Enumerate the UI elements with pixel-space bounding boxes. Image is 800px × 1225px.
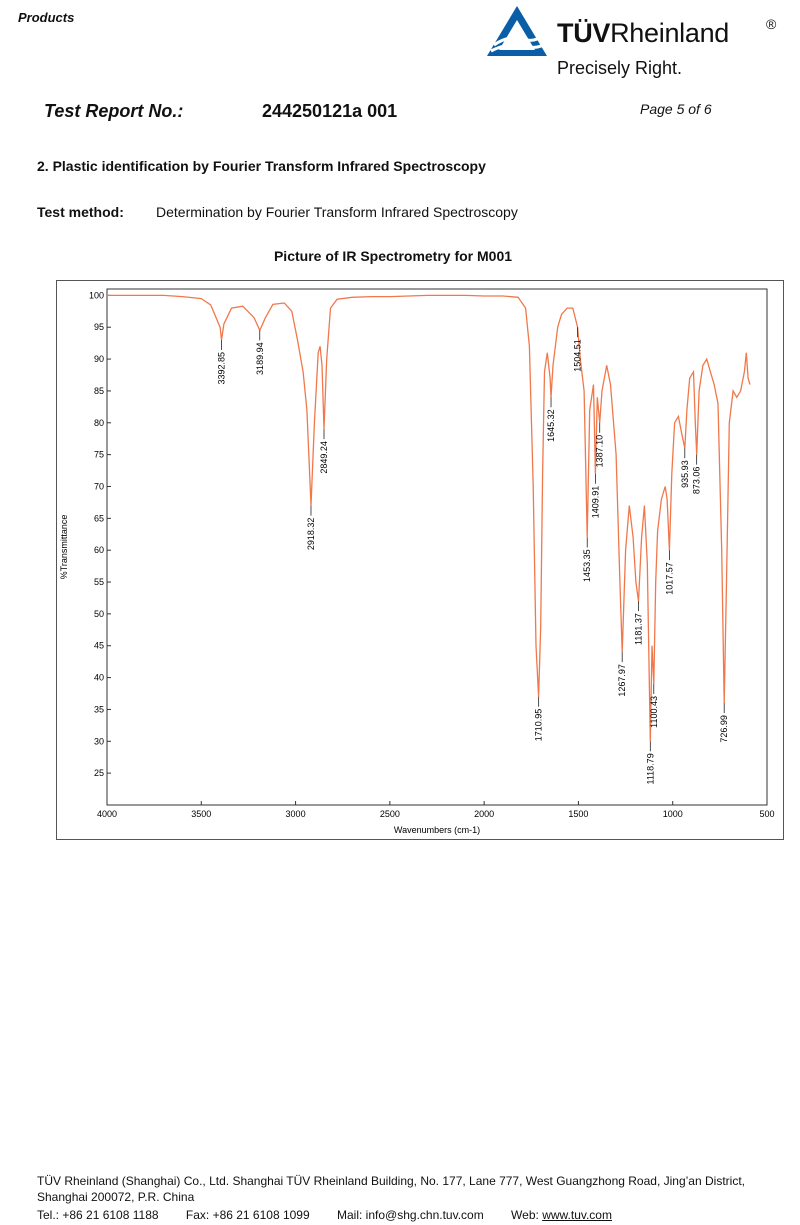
peak-label: 1267.97 xyxy=(617,664,627,697)
footer-web-label: Web: xyxy=(511,1208,539,1222)
logo-wordmark: TÜVRheinland xyxy=(557,18,729,49)
peak-label: 1017.57 xyxy=(664,562,674,595)
x-tick-label: 2500 xyxy=(380,809,400,819)
peak-label: 1118.79 xyxy=(645,753,655,784)
peak-label: 935.93 xyxy=(680,460,690,488)
peak-label: 1453.35 xyxy=(582,549,592,582)
x-tick-label: 1500 xyxy=(568,809,588,819)
logo-brand-bold: TÜV xyxy=(557,18,611,48)
y-tick-label: 75 xyxy=(94,450,104,460)
section-label: Products xyxy=(18,10,75,25)
x-axis-label: Wavenumbers (cm-1) xyxy=(394,825,480,835)
report-number-label: Test Report No.: xyxy=(44,101,184,121)
section-title: 2. Plastic identification by Fourier Tra… xyxy=(37,158,486,174)
x-tick-label: 1000 xyxy=(663,809,683,819)
y-tick-label: 45 xyxy=(94,641,104,651)
logo-brand-rest: Rheinland xyxy=(610,18,730,48)
peak-label: 3189.94 xyxy=(255,342,265,375)
y-tick-label: 40 xyxy=(94,673,104,683)
page-number: Page 5 of 6 xyxy=(640,101,712,117)
report-number: 244250121a 001 xyxy=(262,101,398,121)
test-method-label: Test method: xyxy=(37,204,124,220)
peak-label: 1100.43 xyxy=(649,696,659,728)
spectrum-line xyxy=(107,294,751,742)
x-tick-label: 500 xyxy=(759,809,774,819)
y-tick-label: 50 xyxy=(94,609,104,619)
chart-caption: Picture of IR Spectrometry for M001 xyxy=(273,248,513,264)
x-tick-label: 2000 xyxy=(474,809,494,819)
footer-tel: Tel.: +86 21 6108 1188 xyxy=(37,1208,159,1222)
x-tick-label: 3500 xyxy=(191,809,211,819)
plot-area xyxy=(106,288,768,806)
y-tick-label: 80 xyxy=(94,418,104,428)
y-tick-label: 55 xyxy=(94,577,104,587)
footer-company-address: TÜV Rheinland (Shanghai) Co., Ltd. Shang… xyxy=(37,1174,745,1204)
y-tick-label: 60 xyxy=(94,545,104,555)
y-tick-label: 90 xyxy=(94,354,104,364)
peak-label: 1504.51 xyxy=(573,339,583,372)
peak-label: 3392.85 xyxy=(217,352,227,385)
x-tick-label: 3000 xyxy=(286,809,306,819)
peak-label: 2849.24 xyxy=(319,441,329,474)
footer-web-link[interactable]: www.tuv.com xyxy=(542,1208,612,1222)
y-tick-label: 95 xyxy=(94,322,104,332)
y-tick-label: 70 xyxy=(94,481,104,491)
peak-label: 873.06 xyxy=(692,467,702,495)
peak-label: 1710.95 xyxy=(534,709,544,742)
y-tick-label: 30 xyxy=(94,736,104,746)
peak-label: 1409.91 xyxy=(590,486,600,519)
y-tick-label: 65 xyxy=(94,513,104,523)
footer-mail: Mail: info@shg.chn.tuv.com xyxy=(337,1208,484,1222)
y-tick-label: 100 xyxy=(89,290,104,300)
ir-spectrum-chart: 4000 3500 3000 2500 2000 1500 1000 500 25 30 35 40 4… xyxy=(56,280,784,840)
peak-label: 1387.10 xyxy=(595,435,605,468)
y-tick-label: 35 xyxy=(94,704,104,714)
footer-fax: Fax: +86 21 6108 1099 xyxy=(185,1208,310,1222)
footer: TÜV Rheinland (Shanghai) Co., Ltd. Shang… xyxy=(37,1173,767,1223)
y-tick-label: 85 xyxy=(94,386,104,396)
y-tick-label: 25 xyxy=(94,768,104,778)
peak-label: 1181.37 xyxy=(634,613,644,645)
tuv-triangle-logo-icon xyxy=(487,6,548,56)
y-axis-label: %Transmittance xyxy=(59,515,69,580)
peak-label: 726.99 xyxy=(719,715,729,743)
footer-contacts: Tel.: +86 21 6108 1188 Fax: +86 21 6108 … xyxy=(37,1207,612,1223)
peak-label: 2918.32 xyxy=(306,518,316,551)
peak-label: 1645.32 xyxy=(546,409,556,442)
registered-mark: ® xyxy=(766,16,777,32)
x-tick-label: 4000 xyxy=(97,809,117,819)
logo-tagline: Precisely Right. xyxy=(557,58,683,78)
test-method-text: Determination by Fourier Transform Infra… xyxy=(156,204,518,220)
